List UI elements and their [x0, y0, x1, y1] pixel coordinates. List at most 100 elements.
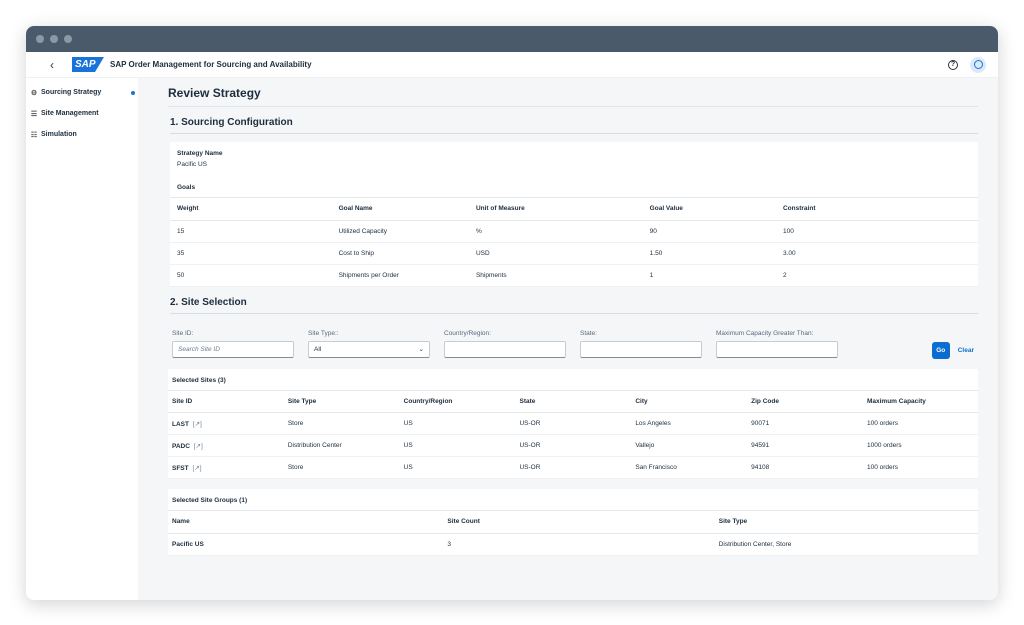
cell-country: US: [399, 456, 516, 479]
table-header-row: Site ID Site Type Country/Region State C…: [168, 390, 978, 413]
column-header: Goal Name: [331, 198, 469, 221]
cell-weight: 35: [170, 242, 332, 265]
window-titlebar: [26, 26, 998, 52]
window-maximize-dot[interactable]: [64, 35, 72, 43]
table-row: 50 Shipments per Order Shipments 1 2: [170, 264, 978, 287]
table-row: 35 Cost to Ship USD 1.50 3.00: [170, 242, 978, 265]
user-avatar-button[interactable]: [970, 56, 986, 73]
table-header-row: Weight Goal Name Unit of Measure Goal Va…: [170, 198, 978, 221]
cell-goal-value: 90: [642, 220, 776, 243]
section-title-site-selection: 2. Site Selection: [170, 297, 978, 314]
cell-weight: 15: [170, 220, 332, 243]
window-close-dot[interactable]: [36, 35, 44, 43]
cell-goal-name: Utilized Capacity: [331, 220, 469, 243]
column-header: Site Count: [443, 511, 715, 534]
cell-state: US-OR: [515, 456, 632, 479]
column-header: City: [631, 390, 748, 413]
column-header: Unit of Measure: [468, 198, 643, 221]
cell-site-count: 3: [443, 533, 715, 556]
table-row: Pacific US 3 Distribution Center, Store: [168, 533, 978, 556]
cell-city: San Francisco: [631, 456, 748, 479]
column-header: Constraint: [775, 198, 978, 221]
cell-constraint: 100: [775, 220, 978, 243]
clear-button[interactable]: Clear: [957, 346, 974, 354]
selected-sites-title: Selected Sites (3): [168, 369, 978, 391]
sourcing-config-card: Strategy Name Pacific US Goals Weight Go…: [170, 142, 978, 287]
column-header: Site Type: [283, 390, 400, 413]
go-button[interactable]: Go: [931, 341, 950, 359]
list-icon: ☰: [30, 110, 38, 118]
sidebar-item-label: Sourcing Strategy: [41, 89, 102, 96]
user-icon: [973, 60, 983, 69]
selected-site-groups-table: Name Site Count Site Type Pacific US 3 D…: [168, 511, 978, 556]
cell-constraint: 3.00: [775, 242, 978, 265]
selected-groups-title: Selected Site Groups (1): [168, 489, 978, 511]
cell-site-type: Store: [283, 456, 400, 479]
column-header: Goal Value: [642, 198, 776, 221]
open-link-icon[interactable]: [↗]: [192, 420, 202, 428]
table-row: LAST [↗] Store US US-OR Los Angeles 9007…: [168, 412, 978, 435]
cell-unit: %: [468, 220, 643, 243]
main-content: Review Strategy 1. Sourcing Configuratio…: [138, 78, 998, 600]
filter-site-id: Site ID: Search Site ID: [172, 330, 308, 358]
sidebar-item-simulation[interactable]: ☷ Simulation: [26, 124, 138, 145]
site-id-text: PADC: [172, 442, 190, 450]
cell-capacity: 100 orders: [862, 456, 978, 479]
strategy-name-label: Strategy Name: [177, 150, 223, 157]
column-header: Site Type: [714, 511, 978, 534]
window-minimize-dot[interactable]: [50, 35, 58, 43]
filter-label: Site Type::: [308, 329, 339, 337]
sidebar-item-site-management[interactable]: ☰ Site Management: [26, 103, 138, 124]
site-id-search-input[interactable]: Search Site ID: [172, 340, 294, 358]
goals-title: Goals: [170, 176, 978, 198]
sidebar-item-sourcing-strategy[interactable]: ⚙ Sourcing Strategy: [26, 82, 138, 103]
country-input[interactable]: [444, 340, 566, 358]
app-title: SAP Order Management for Sourcing and Av…: [110, 60, 312, 69]
state-input[interactable]: [580, 340, 702, 358]
cell-zip: 94591: [747, 434, 863, 457]
site-type-value: All: [314, 345, 322, 353]
filter-bar: Site ID: Search Site ID Site Type:: All …: [168, 321, 978, 369]
site-type-select[interactable]: All ⌄: [308, 340, 430, 358]
column-header: Country/Region: [399, 390, 516, 413]
sidebar: ⚙ Sourcing Strategy ☰ Site Management ☷ …: [26, 78, 138, 600]
cell-zip: 90071: [747, 412, 863, 435]
chevron-down-icon: ⌄: [418, 346, 424, 353]
filter-label: Site ID:: [172, 329, 194, 337]
cell-unit: USD: [468, 242, 643, 265]
cell-constraint: 2: [775, 264, 978, 287]
shell-bar: ‹ SAP SAP Order Management for Sourcing …: [26, 52, 998, 78]
back-chevron-icon[interactable]: ‹: [50, 57, 54, 72]
cell-state: US-OR: [515, 412, 632, 435]
filter-label: Country/Region:: [444, 329, 491, 337]
table-row: SFST [↗] Store US US-OR San Francisco 94…: [168, 456, 978, 479]
cell-city: Vallejo: [631, 434, 748, 457]
app-window: ‹ SAP SAP Order Management for Sourcing …: [26, 26, 998, 600]
page-title: Review Strategy: [168, 86, 978, 107]
cell-site-type: Store: [283, 412, 400, 435]
cell-group-name: Pacific US: [168, 533, 444, 556]
column-header: Maximum Capacity: [862, 390, 978, 413]
column-header: Site ID: [168, 390, 284, 413]
cell-site-type: Distribution Center, Store: [714, 533, 978, 556]
help-icon[interactable]: ?: [948, 59, 958, 70]
cell-site-id: PADC [↗]: [168, 434, 284, 457]
cell-city: Los Angeles: [631, 412, 748, 435]
cell-site-type: Distribution Center: [283, 434, 400, 457]
max-capacity-input[interactable]: [716, 340, 838, 358]
cell-goal-name: Shipments per Order: [331, 264, 469, 287]
strategy-name-value: Pacific US: [177, 161, 207, 168]
open-link-icon[interactable]: [↗]: [192, 464, 202, 472]
cell-unit: Shipments: [468, 264, 643, 287]
cell-state: US-OR: [515, 434, 632, 457]
column-header: State: [515, 390, 632, 413]
chart-icon: ☷: [30, 131, 38, 139]
cell-site-id: LAST [↗]: [168, 412, 284, 435]
open-link-icon[interactable]: [↗]: [193, 442, 203, 450]
cell-goal-name: Cost to Ship: [331, 242, 469, 265]
filter-site-type: Site Type:: All ⌄: [308, 330, 444, 358]
sidebar-item-label: Site Management: [41, 110, 99, 117]
sidebar-item-label: Simulation: [41, 131, 77, 138]
site-id-text: SFST: [172, 464, 189, 472]
cell-weight: 50: [170, 264, 332, 287]
